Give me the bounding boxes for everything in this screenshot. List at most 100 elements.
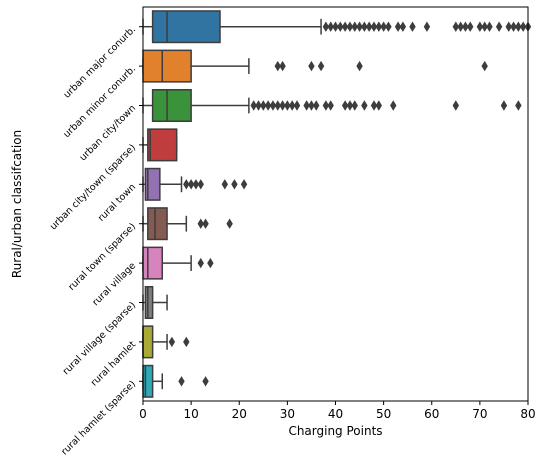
outlier-point: [495, 21, 503, 32]
y-tick-label: rural town: [96, 182, 138, 224]
outlier-point: [313, 100, 320, 111]
outlier-point: [192, 179, 200, 190]
outlier-point: [515, 100, 522, 111]
outlier-point: [361, 21, 368, 32]
box-group-urban-city-town: [142, 88, 250, 123]
iqr-box: [147, 128, 178, 162]
y-tick-label: rural town (sparse): [66, 221, 138, 293]
outlier-point: [231, 179, 238, 190]
outlier-point: [322, 21, 330, 32]
outlier-point: [519, 21, 527, 32]
outlier-point: [341, 100, 349, 111]
x-tick-label: 80: [520, 407, 535, 421]
outlier-point: [240, 179, 248, 190]
outlier-point: [264, 100, 272, 111]
outliers-layer: [168, 21, 532, 387]
outlier-point: [202, 218, 209, 229]
outlier-point: [380, 21, 387, 32]
x-tick-label: 70: [472, 407, 487, 421]
x-tick-label: 0: [139, 407, 147, 421]
outlier-point: [452, 21, 460, 32]
outlier-point: [332, 21, 339, 32]
outlier-point: [486, 21, 493, 32]
outlier-point: [370, 21, 378, 32]
x-tick-label: 20: [232, 407, 247, 421]
iqr-box: [151, 10, 221, 44]
iqr-box: [142, 325, 154, 359]
outlier-point: [452, 100, 460, 111]
outlier-point: [346, 100, 354, 111]
outlier-point: [375, 100, 383, 111]
x-tick-label: 10: [183, 407, 198, 421]
outlier-point: [394, 21, 402, 32]
y-axis: urban major conurb.urban minor conurb.ur…: [48, 24, 143, 458]
outlier-point: [385, 21, 392, 32]
iqr-box: [147, 207, 168, 241]
outlier-point: [505, 21, 512, 32]
y-tick-label: rural village (sparse): [61, 300, 138, 377]
box-group-rural-village: [142, 246, 192, 280]
box-group-rural-town-sparse: [142, 207, 188, 241]
outlier-point: [462, 21, 469, 32]
y-tick-label: urban minor conurb.: [61, 63, 138, 140]
outlier-point: [457, 21, 464, 32]
x-tick-label: 50: [376, 407, 391, 421]
box-group-rural-hamlet-sparse: [142, 364, 163, 398]
iqr-box: [144, 285, 154, 320]
box-group-urban-city-town-sparse: [142, 128, 178, 162]
y-axis-label: Rural/urban classifcation: [10, 130, 24, 278]
outlier-point: [317, 60, 325, 72]
outlier-point: [423, 21, 431, 32]
outlier-point: [510, 21, 517, 32]
outlier-point: [341, 21, 349, 32]
x-axis: 0 10 20 30 40 50 60 70 80: [139, 401, 536, 421]
outlier-point: [197, 179, 204, 190]
outlier-point: [183, 336, 190, 348]
outlier-point: [274, 100, 281, 111]
outlier-point: [327, 100, 334, 111]
outlier-point: [399, 21, 407, 32]
outlier-point: [197, 257, 204, 269]
outlier-point: [284, 100, 291, 111]
outlier-point: [327, 21, 334, 32]
outlier-point: [481, 21, 488, 32]
outlier-point: [293, 100, 301, 111]
outlier-point: [168, 336, 176, 348]
iqr-box: [142, 364, 154, 398]
iqr-box: [144, 167, 161, 201]
outlier-point: [279, 60, 286, 72]
outlier-point: [255, 100, 262, 111]
outlier-point: [351, 21, 358, 32]
outlier-point: [308, 100, 315, 111]
box-group-urban-major-conurb: [142, 10, 322, 44]
box-group-urban-minor-conurb: [142, 49, 250, 83]
outlier-point: [390, 100, 397, 111]
outlier-point: [322, 100, 330, 111]
x-tick-label: 40: [328, 407, 343, 421]
iqr-box: [151, 88, 192, 123]
outlier-point: [207, 257, 214, 269]
iqr-box: [142, 49, 192, 83]
outlier-point: [183, 179, 190, 190]
x-tick-label: 60: [424, 407, 439, 421]
outlier-point: [288, 100, 296, 111]
y-tick-label: rural hamlet (sparse): [59, 379, 138, 458]
outlier-point: [197, 218, 204, 229]
outlier-point: [187, 179, 195, 190]
outlier-point: [351, 100, 358, 111]
outlier-point: [346, 21, 354, 32]
outlier-point: [476, 21, 484, 32]
outlier-point: [356, 60, 363, 72]
outlier-point: [303, 100, 310, 111]
outlier-point: [279, 100, 286, 111]
outlier-point: [269, 100, 277, 111]
outlier-point: [337, 21, 344, 32]
iqr-box: [142, 246, 163, 280]
outlier-point: [202, 376, 209, 387]
boxes-layer: [142, 10, 322, 398]
outlier-point: [226, 218, 233, 229]
x-axis-label: Charging Points: [288, 424, 382, 438]
outlier-point: [409, 21, 416, 32]
outlier-point: [365, 21, 373, 32]
